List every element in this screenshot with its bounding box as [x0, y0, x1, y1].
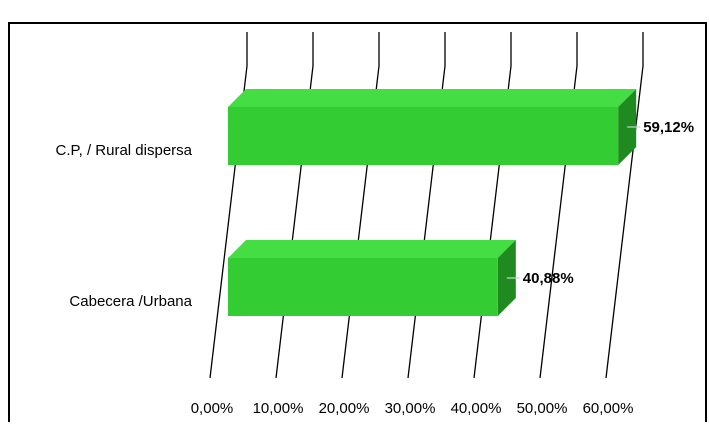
x-tick-label: 30,00% — [385, 400, 436, 417]
chart-frame — [8, 22, 707, 422]
bar-side — [497, 240, 516, 316]
gridline — [539, 32, 578, 379]
gridline — [341, 32, 380, 379]
bar — [228, 107, 619, 165]
bar-top — [228, 89, 637, 107]
data-label: 59,12% — [643, 119, 694, 136]
x-tick-label: 0,00% — [191, 400, 234, 417]
gridline — [605, 32, 644, 379]
x-tick-label: 60,00% — [583, 400, 634, 417]
x-tick-label: 50,00% — [517, 400, 568, 417]
bar — [228, 258, 498, 316]
x-tick-label: 10,00% — [253, 400, 304, 417]
gridline — [209, 32, 248, 379]
x-tick-label: 40,00% — [451, 400, 502, 417]
category-label: Cabecera /Urbana — [69, 293, 192, 310]
gridline — [407, 32, 446, 379]
category-label: C.P, / Rural dispersa — [56, 142, 193, 159]
gridline — [275, 32, 314, 379]
bar-layer — [228, 89, 641, 316]
data-label: 40,88% — [523, 270, 574, 287]
bar-top — [228, 240, 516, 258]
label-layer: 0,00% 10,00% 20,00% 30,00% 40,00% 50,00% 60,00… — [56, 119, 695, 417]
grid-layer — [209, 32, 644, 379]
x-tick-label: 20,00% — [319, 400, 370, 417]
gridline — [473, 32, 512, 379]
